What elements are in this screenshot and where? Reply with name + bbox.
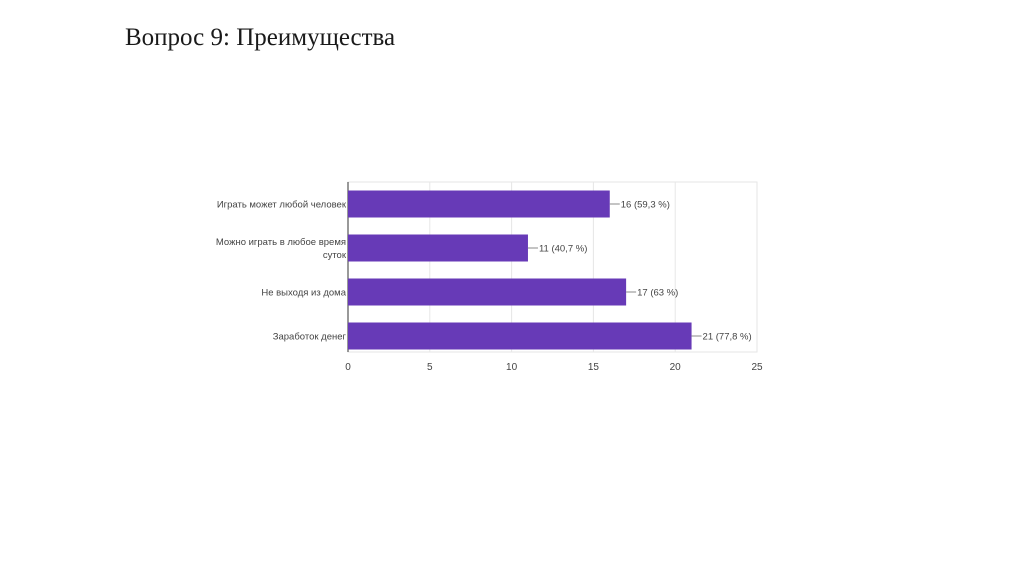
bar-chart: 0 5 10 15 20 25 16 (59,3 %) Играть может любой … (216, 181, 763, 373)
value-label: 17 (63 %) (637, 288, 678, 299)
value-label: 21 (77,8 %) (703, 332, 752, 343)
category-label: Не выходя из дома (261, 288, 346, 299)
x-tick-label: 25 (751, 362, 763, 373)
bar (348, 278, 627, 306)
slide-title: Вопрос 9: Преимущества (125, 24, 396, 51)
value-label: 11 (40,7 %) (539, 244, 587, 255)
bar (348, 234, 528, 262)
x-tick-label: 20 (670, 362, 682, 373)
x-tick-label: 0 (345, 362, 351, 373)
x-tick-label: 15 (588, 362, 600, 373)
category-label: Играть может любой человек (217, 200, 347, 211)
x-tick-label: 5 (427, 362, 433, 373)
category-label: Заработок денег (273, 332, 347, 343)
value-label: 16 (59,3 %) (621, 200, 670, 211)
bar (348, 190, 610, 218)
bar (348, 322, 692, 350)
category-label: Можно играть в любое время суток (216, 237, 347, 261)
x-tick-label: 10 (506, 362, 518, 373)
